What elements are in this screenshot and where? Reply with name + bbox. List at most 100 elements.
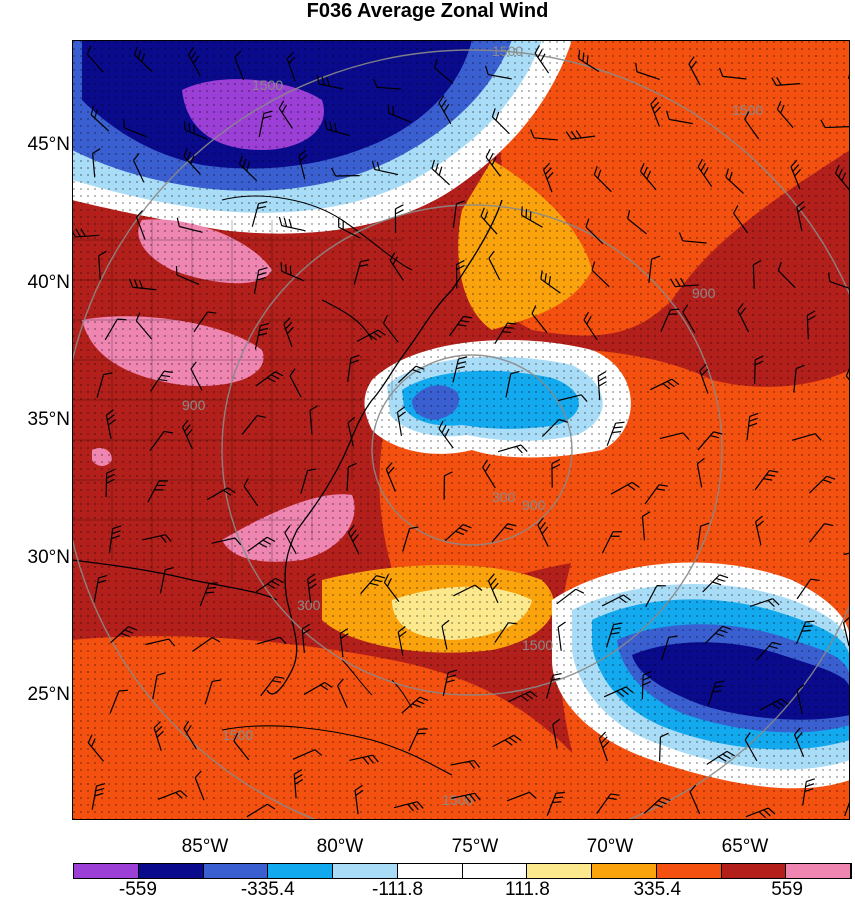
wind-barb <box>128 278 157 291</box>
wind-barb <box>153 721 164 751</box>
wind-barb <box>603 686 634 698</box>
wind-barb <box>434 59 454 84</box>
wind-barb <box>123 119 147 138</box>
wind-barb <box>253 267 268 294</box>
wind-barb <box>401 696 429 714</box>
wind-barb <box>98 250 107 280</box>
lat-label: 25°N <box>27 684 70 705</box>
wind-barb <box>389 252 404 281</box>
wind-barb <box>697 431 723 451</box>
wind-barb <box>338 218 361 239</box>
wind-barb <box>705 625 732 644</box>
wind-barb <box>108 525 122 553</box>
wind-barb <box>91 148 101 178</box>
wind-barb <box>87 734 105 762</box>
contour-label: 1500 <box>252 77 283 93</box>
wind-barb <box>645 584 666 608</box>
wind-barb <box>597 371 607 401</box>
wind-barb <box>175 266 200 285</box>
wind-barb <box>660 308 680 333</box>
wind-barb <box>397 626 407 656</box>
colorbar-label: -335.4 <box>240 879 295 900</box>
wind-barb <box>324 120 351 137</box>
wind-barb <box>90 105 110 132</box>
wind-barb <box>347 416 356 447</box>
coastline-east <box>266 199 503 695</box>
wind-barb <box>385 462 396 492</box>
wind-barb <box>442 669 457 697</box>
wind-barb <box>639 162 657 191</box>
lon-label: 85°W <box>181 836 229 857</box>
colorbar-segment <box>721 864 787 878</box>
wind-barb <box>506 791 537 802</box>
wind-barb <box>546 791 565 816</box>
wind-barb <box>488 250 501 281</box>
wind-barb <box>278 100 293 129</box>
wind-barb <box>452 200 466 228</box>
wind-barb <box>546 672 562 699</box>
colorbar-label: -559 <box>118 879 157 900</box>
wind-barb <box>494 622 518 643</box>
wind-barb <box>408 728 428 752</box>
wind-barb <box>293 769 303 799</box>
wind-barb <box>844 791 850 817</box>
wind-barb <box>176 217 203 233</box>
wind-barb <box>105 468 116 498</box>
wind-barb <box>187 47 201 76</box>
wind-barb <box>190 361 203 391</box>
wind-barb <box>491 108 510 135</box>
wind-barb <box>396 406 406 436</box>
colorbar-label: -111.8 <box>372 879 424 900</box>
wind-barb <box>534 45 550 74</box>
wind-barb <box>256 636 287 645</box>
wind-barb <box>531 305 548 333</box>
wind-barb <box>330 167 360 177</box>
wind-barb <box>255 371 284 387</box>
wind-barb <box>150 370 173 392</box>
wind-barb <box>193 311 217 333</box>
colorbar-segment <box>203 864 269 878</box>
wind-barb <box>494 322 517 344</box>
contour-label: 300 <box>297 597 321 613</box>
wind-barb <box>809 475 836 494</box>
wind-barb <box>643 796 671 814</box>
contour-lines <box>72 49 850 820</box>
wind-barb <box>72 228 100 238</box>
wind-barb <box>86 45 104 73</box>
wind-barb <box>450 759 481 769</box>
wind-barb <box>492 734 522 748</box>
lon-label: 65°W <box>721 836 769 857</box>
wind-barb <box>598 731 610 762</box>
wind-barb <box>96 372 113 398</box>
wind-barb <box>135 312 153 340</box>
wind-barb <box>246 803 276 818</box>
wind-barb <box>565 130 596 140</box>
wind-barb <box>105 409 116 439</box>
map-title: F036 Average Zonal Wind <box>306 0 549 22</box>
wind-barb <box>286 51 296 82</box>
wind-barb <box>641 511 651 541</box>
wind-barb <box>347 354 360 383</box>
wind-barb <box>254 322 270 350</box>
wind-barb <box>745 807 776 819</box>
contour-label: 1500 <box>222 727 253 743</box>
wind-barb <box>303 681 333 696</box>
wind-barb <box>754 355 764 384</box>
wind-barb <box>650 97 661 127</box>
wind-barb <box>339 628 349 658</box>
wind-barb <box>289 368 302 398</box>
wind-barb <box>241 415 266 435</box>
wind-barb <box>453 584 483 597</box>
wind-barb <box>181 419 193 450</box>
wind-barb <box>316 75 344 90</box>
wind-barb <box>541 418 568 438</box>
colorbar-segment <box>333 864 398 878</box>
wind-barb <box>301 623 311 653</box>
wind-barb <box>438 420 454 449</box>
wind-barb <box>659 432 690 441</box>
wind-barb <box>373 78 401 90</box>
wind-barb <box>482 459 496 489</box>
wind-barb <box>650 378 680 391</box>
